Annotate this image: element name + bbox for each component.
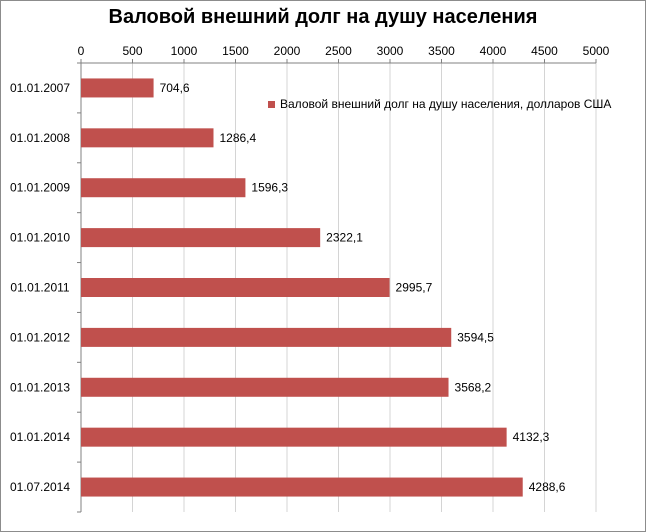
bar xyxy=(81,128,214,148)
x-tick-label: 500 xyxy=(122,44,142,58)
category-label: 01.01.2008 xyxy=(10,131,70,145)
x-axis-ticks: 0 500 1000 1500 2000 2500 3000 3500 4000 4500 5000 xyxy=(78,44,610,64)
category-label: 01.01.2014 xyxy=(10,430,70,444)
x-tick-label: 1500 xyxy=(222,44,249,58)
data-label: 704,6 xyxy=(160,81,190,95)
x-tick-label: 2500 xyxy=(325,44,352,58)
bars xyxy=(81,78,523,497)
category-label: 01.01.2013 xyxy=(10,380,70,394)
x-tick-label: 4000 xyxy=(480,44,507,58)
bar xyxy=(81,427,507,447)
data-labels: 704,6 1286,4 1596,3 2322,1 2995,7 3594,5 3568,… xyxy=(160,81,566,494)
x-tick-label: 4500 xyxy=(531,44,558,58)
category-label: 01.01.2007 xyxy=(10,81,70,95)
data-label: 2995,7 xyxy=(396,281,433,295)
category-label: 01.01.2009 xyxy=(10,181,70,195)
x-tick-label: 1000 xyxy=(171,44,198,58)
data-label: 1286,4 xyxy=(219,131,256,145)
bar xyxy=(81,278,390,297)
bar xyxy=(81,477,523,497)
data-label: 3568,2 xyxy=(455,380,492,394)
x-tick-label: 2000 xyxy=(274,44,301,58)
bar xyxy=(81,377,449,397)
category-label: 01.01.2010 xyxy=(10,231,70,245)
x-tick-label: 3500 xyxy=(428,44,455,58)
category-label: 01.01.2011 xyxy=(10,281,69,295)
x-tick-label: 0 xyxy=(78,44,85,58)
data-label: 2322,1 xyxy=(326,231,363,245)
data-label: 4132,3 xyxy=(513,430,550,444)
legend: Валовой внешний долг на душу населения, … xyxy=(268,97,611,111)
bar xyxy=(81,228,321,248)
data-label: 1596,3 xyxy=(251,181,288,195)
chart-title: Валовой внешний долг на душу населения xyxy=(108,6,538,28)
legend-swatch xyxy=(268,100,275,108)
bar xyxy=(81,178,246,198)
category-label: 01.07.2014 xyxy=(10,480,70,494)
category-label: 01.01.2012 xyxy=(10,330,70,344)
legend-label: Валовой внешний долг на душу населения, … xyxy=(280,97,612,111)
x-tick-label: 5000 xyxy=(583,44,610,58)
data-label: 3594,5 xyxy=(457,330,494,344)
data-label: 4288,6 xyxy=(529,480,566,494)
bar xyxy=(81,78,154,98)
x-tick-label: 3000 xyxy=(377,44,404,58)
bar xyxy=(81,327,452,347)
category-labels: 01.01.2007 01.01.2008 01.01.2009 01.01.2010… xyxy=(10,62,81,513)
